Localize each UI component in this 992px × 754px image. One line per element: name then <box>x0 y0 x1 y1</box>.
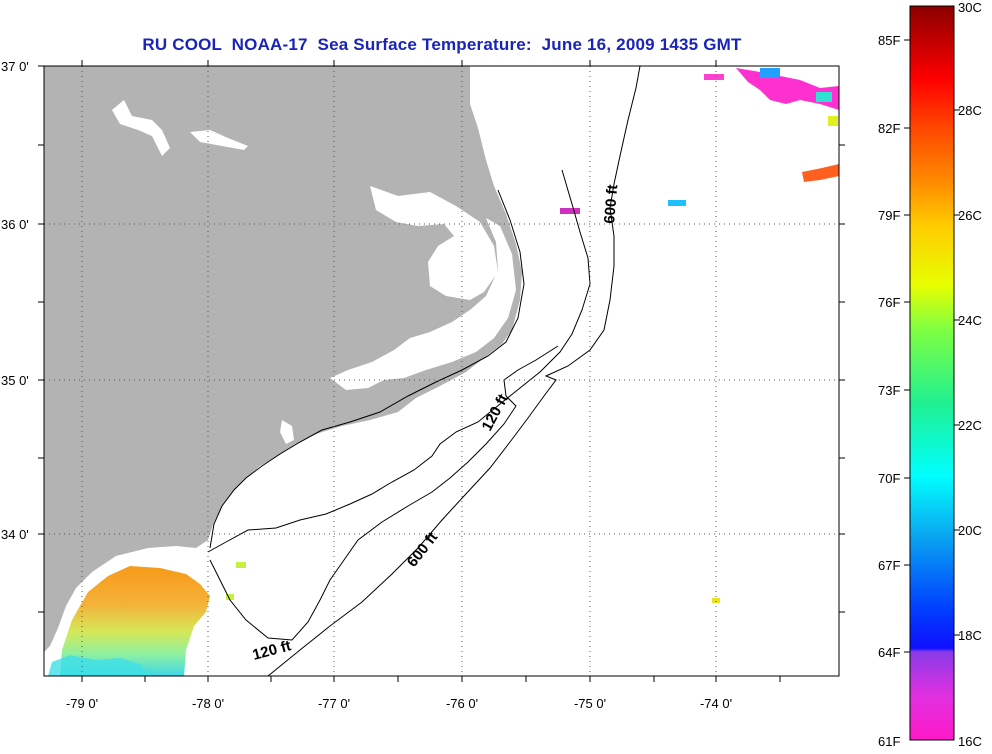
colorbar-f-label: 67F <box>878 558 900 573</box>
lat-label: 37 0' <box>1 59 29 74</box>
colorbar-f-label: 76F <box>878 295 900 310</box>
colorbar-c-label: 30C <box>958 0 982 15</box>
lon-label: -78 0' <box>192 696 224 711</box>
sst-speck <box>560 208 580 214</box>
colorbar-c-label: 28C <box>958 103 982 118</box>
sst-cold-patch-ne <box>816 92 832 102</box>
lat-label: 34 0' <box>1 527 29 542</box>
sst-speck <box>712 598 720 603</box>
colorbar-ticks <box>904 39 960 653</box>
colorbar-c-label: 18C <box>958 628 982 643</box>
sst-cold-patch-ne <box>828 116 838 126</box>
colorbar-f-label: 70F <box>878 471 900 486</box>
colorbar-f-label: 79F <box>878 208 900 223</box>
graticule <box>44 66 839 676</box>
colorbar-f-label: 61F <box>878 734 900 749</box>
river-estuary <box>190 130 248 150</box>
river-estuary <box>112 100 170 156</box>
contour-120ft <box>207 169 591 553</box>
river-estuary <box>280 420 294 444</box>
colorbar-c-label: 22C <box>958 418 982 433</box>
pamlico-sound <box>330 218 516 390</box>
colorbar-f-label: 73F <box>878 383 900 398</box>
map-frame <box>43 65 840 677</box>
lon-label: -74 0' <box>700 696 732 711</box>
lon-label: -79 0' <box>66 696 98 711</box>
sst-speck <box>668 200 686 206</box>
colorbar-f-label: 82F <box>878 121 900 136</box>
colorbar-c-label: 24C <box>958 313 982 328</box>
sst-speck <box>236 562 246 568</box>
sst-cool-patch <box>48 655 150 676</box>
colorbar-c-label: 16C <box>958 734 982 749</box>
lat-label: 36 0' <box>1 217 29 232</box>
lon-label: -77 0' <box>318 696 350 711</box>
sst-warm-patch <box>60 566 210 676</box>
barrier-island <box>209 189 525 549</box>
colorbar-c-label: 26C <box>958 208 982 223</box>
contour-label: 600 ft <box>601 184 621 225</box>
lat-label: 35 0' <box>1 373 29 388</box>
sst-cold-patch-ne <box>760 68 780 78</box>
colorbar <box>909 5 955 741</box>
colorbar-f-label: 64F <box>878 645 900 660</box>
sst-cold-patch-ne <box>736 68 839 110</box>
colorbar-c-label: 20C <box>958 523 982 538</box>
map-title: RU COOL NOAA-17 Sea Surface Temperature:… <box>142 35 742 54</box>
lon-label: -76 0' <box>446 696 478 711</box>
sst-speck <box>226 594 234 600</box>
axis-ticks <box>38 60 845 682</box>
sst-speck <box>704 74 724 80</box>
contour-600ft <box>267 66 641 676</box>
colorbar-f-label: 85F <box>878 33 900 48</box>
lon-label: -75 0' <box>574 696 606 711</box>
contour-120ft <box>209 345 559 641</box>
sst-patch-orange <box>802 164 839 182</box>
pamlico-sound <box>370 186 498 300</box>
